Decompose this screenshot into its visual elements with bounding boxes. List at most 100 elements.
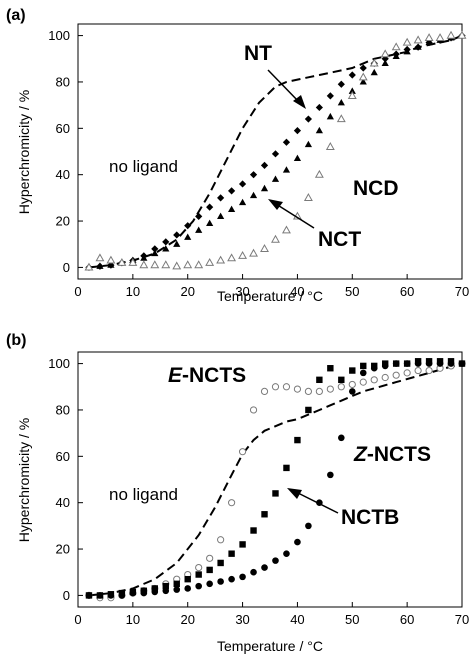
data-point [184, 233, 192, 240]
data-point [337, 80, 345, 88]
data-point [227, 253, 237, 262]
data-point [457, 30, 467, 39]
annotation-no-ligand-a: no ligand [109, 157, 178, 176]
annotation-nctb: NCTB [341, 506, 399, 529]
annotation-z-ncts: Z-NCTS [353, 443, 431, 466]
data-point [206, 203, 214, 211]
data-point [337, 99, 345, 106]
data-point [304, 115, 312, 123]
x-tick-label: 70 [455, 284, 469, 299]
series-line-no-ligand [88, 34, 463, 269]
data-point [260, 387, 269, 396]
data-point [414, 366, 422, 375]
data-point [294, 538, 301, 546]
data-point [118, 592, 126, 599]
data-point [303, 193, 313, 201]
y-tick-label: 0 [63, 588, 70, 603]
data-point [348, 380, 356, 389]
data-point [173, 586, 181, 593]
annotation-nt: NT [244, 42, 272, 65]
data-point [359, 78, 367, 85]
x-tick-label: 40 [290, 284, 304, 299]
data-point [173, 580, 180, 588]
y-tick-label: 20 [56, 214, 70, 229]
data-point [238, 180, 247, 188]
data-point [424, 33, 434, 42]
panel-a-y-axis-label: Hyperchromicity / % [16, 90, 32, 214]
data-point [359, 369, 367, 377]
data-point [150, 260, 160, 269]
data-point [195, 571, 202, 578]
panel-b-x-axis: 0 10 20 30 40 50 60 70 [74, 602, 469, 627]
x-tick-label: 10 [126, 612, 140, 627]
data-point [360, 362, 367, 370]
data-point [139, 260, 149, 269]
data-point [271, 150, 280, 158]
x-tick-label: 20 [180, 284, 194, 299]
panel-a-label: (a) [6, 7, 26, 24]
data-point [239, 573, 246, 581]
y-tick-label: 60 [56, 449, 70, 464]
data-point [260, 161, 269, 170]
annotation-nct-arrowhead [268, 199, 283, 210]
data-point [336, 114, 346, 123]
panel-a-x-axis-label: Temperature / °C [217, 288, 323, 304]
data-point [304, 140, 312, 148]
data-point [403, 369, 411, 377]
data-point [425, 38, 433, 46]
data-point [228, 205, 236, 213]
data-point [272, 490, 279, 497]
data-point [347, 91, 357, 99]
data-point [216, 255, 226, 264]
data-point [271, 175, 280, 182]
data-point [369, 58, 379, 67]
data-point [261, 564, 268, 571]
y-tick-label: 0 [63, 260, 70, 275]
data-point [348, 71, 356, 79]
data-point [217, 212, 225, 220]
x-tick-label: 60 [400, 284, 414, 299]
data-point [359, 378, 367, 386]
data-point [183, 260, 193, 269]
data-point [293, 385, 302, 393]
data-point [249, 406, 258, 414]
data-point [271, 234, 280, 243]
data-point [283, 550, 290, 557]
data-point [184, 575, 191, 583]
panel-b-plot-area [85, 358, 466, 602]
data-point [206, 566, 213, 574]
x-tick-label: 40 [290, 612, 304, 627]
data-point [249, 191, 258, 199]
panel-b: (b) 0 20 40 60 80 100 0 10 20 30 40 50 60 70 Tempera… [6, 332, 469, 654]
annotation-nt-arrowhead [293, 95, 306, 109]
data-point [326, 92, 334, 100]
data-point [305, 522, 312, 530]
data-point [217, 536, 225, 544]
annotation-nctb-arrowhead [287, 488, 302, 499]
data-point [348, 388, 356, 395]
data-point [370, 68, 378, 76]
data-point [315, 126, 323, 134]
data-point [162, 587, 170, 595]
data-point [228, 499, 236, 507]
data-point [272, 557, 279, 564]
series-no-ligand [88, 362, 463, 597]
data-point [327, 365, 334, 372]
data-point [194, 260, 204, 269]
data-point [315, 387, 323, 396]
x-tick-label: 30 [235, 284, 249, 299]
annotation-no-ligand-b: no ligand [109, 485, 178, 504]
series-ncd [84, 30, 467, 271]
data-point [349, 367, 356, 374]
x-tick-label: 60 [400, 612, 414, 627]
data-point [348, 87, 356, 94]
data-point [249, 171, 258, 179]
data-point [326, 112, 334, 120]
data-point [96, 592, 104, 599]
data-point [250, 527, 257, 534]
data-point [151, 249, 159, 257]
x-tick-label: 20 [180, 612, 194, 627]
data-point [315, 103, 323, 112]
annotation-ncd: NCD [353, 177, 399, 200]
